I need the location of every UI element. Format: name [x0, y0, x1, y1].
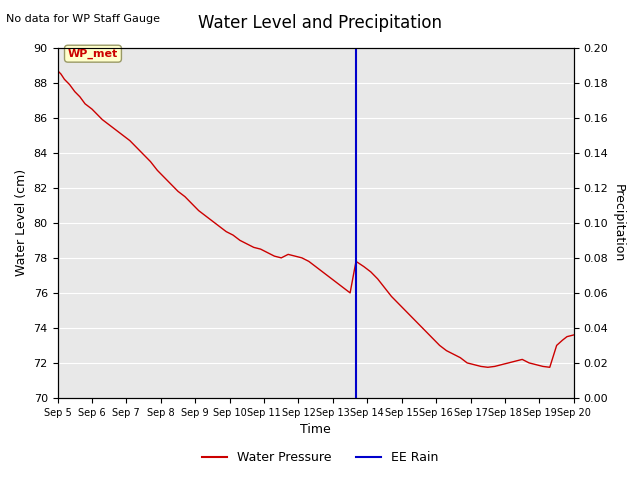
Text: No data for WP Staff Gauge: No data for WP Staff Gauge — [6, 14, 161, 24]
Legend: Water Pressure, EE Rain: Water Pressure, EE Rain — [196, 446, 444, 469]
X-axis label: Time: Time — [300, 423, 331, 436]
Y-axis label: Precipitation: Precipitation — [612, 184, 625, 262]
Y-axis label: Water Level (cm): Water Level (cm) — [15, 169, 28, 276]
Text: WP_met: WP_met — [68, 48, 118, 59]
Text: Water Level and Precipitation: Water Level and Precipitation — [198, 14, 442, 33]
